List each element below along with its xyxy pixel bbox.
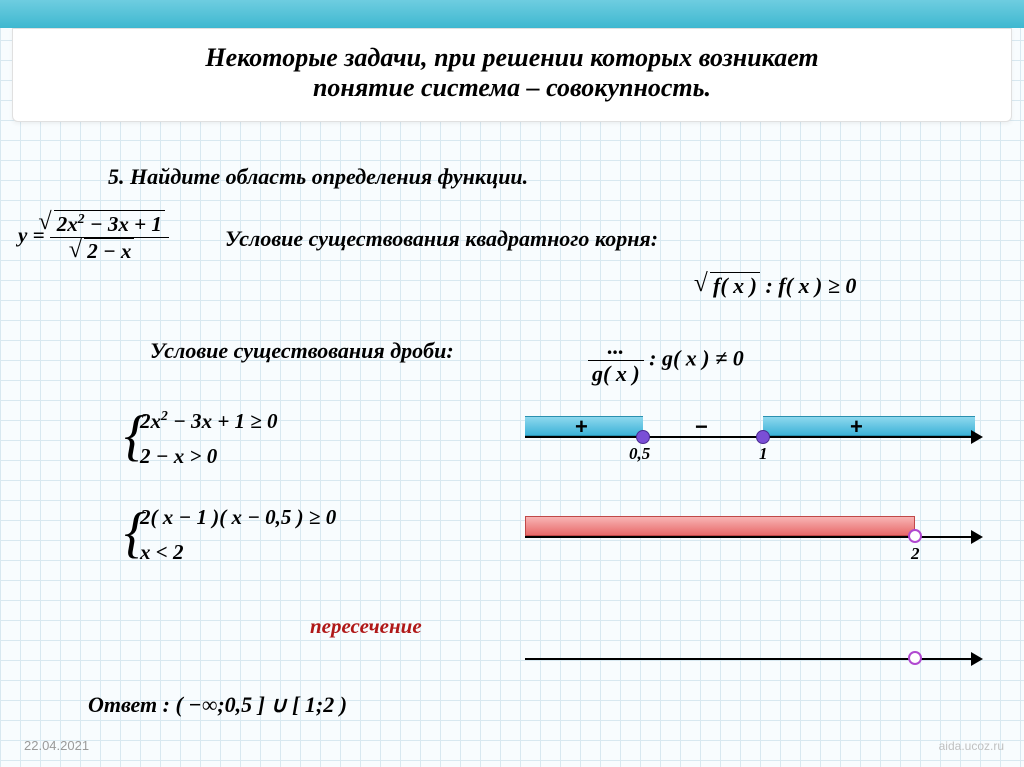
point-label: 1 xyxy=(759,444,768,464)
number-line-interval: 2 xyxy=(525,508,985,548)
frac-rule-tail: : g( x ) ≠ 0 xyxy=(644,346,744,371)
title-line1: Некоторые задачи, при решении которых во… xyxy=(33,43,991,73)
sys2-row1: 2( x − 1 )( x − 0,5 ) ≥ 0 xyxy=(140,505,336,530)
slide-date: 22.04.2021 xyxy=(24,738,89,753)
number-line-result xyxy=(525,630,985,670)
interval-bar xyxy=(525,516,915,536)
title-line2: понятие система – совокупность. xyxy=(33,73,991,103)
arrow-icon xyxy=(971,530,983,544)
sys1-row2: 2 − x > 0 xyxy=(140,444,278,469)
sqrt-condition-text: Условие существования квадратного корня: xyxy=(225,226,658,252)
denominator: 2 − x xyxy=(84,238,134,264)
sys1-row1: 2x2 − 3x + 1 ≥ 0 xyxy=(140,408,278,434)
point-open xyxy=(908,529,922,543)
sqrt-condition-rule: f( x ) : f( x ) ≥ 0 xyxy=(710,272,856,299)
frac-rule-numer: ... xyxy=(588,334,644,360)
sign-plus: + xyxy=(575,414,588,440)
point-filled xyxy=(756,430,770,444)
sign-minus: − xyxy=(695,414,708,440)
arrow-icon xyxy=(971,652,983,666)
slide-topbar xyxy=(0,0,1024,28)
frac-condition-text: Условие существования дроби: xyxy=(150,338,454,364)
slide-title: Некоторые задачи, при решении которых во… xyxy=(12,28,1012,122)
sqrt-rule-rad: f( x ) xyxy=(710,272,760,299)
system-2: { 2( x − 1 )( x − 0,5 ) ≥ 0 x < 2 xyxy=(140,505,336,565)
number-line-signs: 0,5 1 + − + xyxy=(525,408,985,448)
sqrt-rule-tail: : f( x ) ≥ 0 xyxy=(760,273,856,298)
frac-rule-denom: g( x ) xyxy=(588,360,644,387)
system-1: { 2x2 − 3x + 1 ≥ 0 2 − x > 0 xyxy=(140,408,278,469)
point-open xyxy=(908,651,922,665)
numerator: 2x2 − 3x + 1 xyxy=(54,210,165,237)
answer: Ответ : ( −∞;0,5 ] ∪ [ 1;2 ) xyxy=(88,692,347,718)
slide-url: aida.ucoz.ru xyxy=(939,739,1004,753)
intersection-label: пересечение xyxy=(310,614,422,639)
sys2-row2: x < 2 xyxy=(140,540,336,565)
axis-line xyxy=(525,436,975,438)
interval-bar xyxy=(763,416,975,436)
brace-icon: { xyxy=(124,404,146,468)
arrow-icon xyxy=(971,430,983,444)
point-filled xyxy=(636,430,650,444)
point-label: 2 xyxy=(911,544,920,564)
point-label: 0,5 xyxy=(629,444,650,464)
frac-condition-rule: ... g( x ) : g( x ) ≠ 0 xyxy=(588,334,744,387)
problem-title: 5. Найдите область определения функции. xyxy=(108,164,528,190)
brace-icon: { xyxy=(124,501,146,565)
equation-y: y = 2x2 − 3x + 1 2 − x xyxy=(18,210,169,264)
sign-plus: + xyxy=(850,414,863,440)
